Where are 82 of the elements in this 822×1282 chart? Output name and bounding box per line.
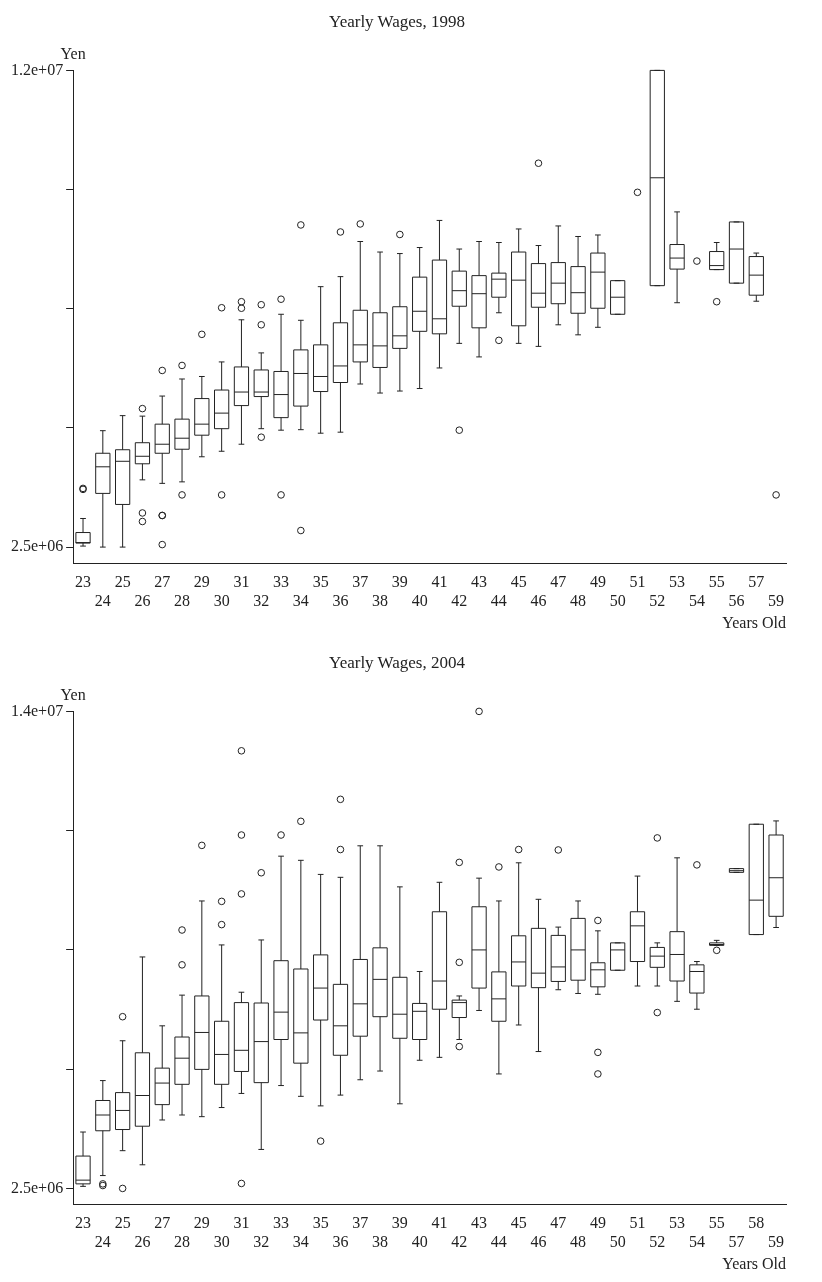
- x-tick-label: 36: [332, 592, 349, 610]
- x-tick-label: 55: [708, 573, 725, 591]
- x-tick-label: 42: [451, 592, 468, 610]
- x-tick-label: 42: [451, 1233, 468, 1251]
- x-tick-label: 49: [589, 573, 606, 591]
- x-tick-label: 54: [688, 1233, 705, 1251]
- x-tick-label: 59: [768, 1233, 785, 1251]
- x-tick-label: 24: [94, 1233, 111, 1251]
- chart-title: Yearly Wages, 2004: [329, 652, 466, 672]
- x-tick-label: 28: [174, 592, 191, 610]
- x-tick-label: 31: [233, 573, 250, 591]
- x-tick-label: 53: [669, 573, 686, 591]
- x-tick-label: 53: [669, 1214, 686, 1232]
- x-tick-label: 30: [213, 592, 230, 610]
- x-tick-label: 33: [273, 1214, 290, 1232]
- x-tick-label: 25: [114, 1214, 131, 1232]
- x-tick-label: 39: [391, 573, 408, 591]
- x-tick-label: 46: [530, 592, 547, 610]
- x-tick-label: 47: [550, 573, 567, 591]
- x-tick-label: 30: [213, 1233, 230, 1251]
- x-tick-label: 29: [193, 1214, 210, 1232]
- x-tick-label: 34: [292, 592, 309, 610]
- y-axis-title: Yen: [60, 685, 86, 703]
- x-tick-label: 24: [94, 592, 111, 610]
- x-tick-label: 59: [768, 592, 785, 610]
- x-tick-label: 48: [570, 592, 587, 610]
- y-tick-label: 1.2e+07: [11, 60, 64, 78]
- x-tick-label: 50: [609, 1233, 626, 1251]
- y-axis-title: Yen: [60, 44, 86, 62]
- x-tick-label: 40: [411, 1233, 428, 1251]
- x-tick-label: 35: [312, 1214, 329, 1232]
- x-tick-label: 47: [550, 1214, 567, 1232]
- x-tick-label: 28: [174, 1233, 191, 1251]
- x-tick-label: 51: [629, 573, 646, 591]
- y-tick-label: 1.4e+07: [11, 701, 64, 719]
- x-tick-label: 23: [75, 573, 92, 591]
- x-tick-label: 25: [114, 573, 131, 591]
- x-tick-label: 26: [134, 592, 151, 610]
- y-tick-label: 2.5e+06: [11, 537, 64, 555]
- x-tick-label: 58: [748, 1214, 765, 1232]
- x-tick-label: 44: [490, 592, 507, 610]
- x-tick-label: 39: [391, 1214, 408, 1232]
- x-tick-label: 40: [411, 592, 428, 610]
- x-tick-label: 26: [134, 1233, 151, 1251]
- x-tick-label: 31: [233, 1214, 250, 1232]
- x-tick-label: 38: [372, 592, 389, 610]
- x-tick-label: 50: [609, 592, 626, 610]
- x-tick-label: 45: [510, 1214, 527, 1232]
- x-tick-label: 36: [332, 1233, 349, 1251]
- x-tick-label: 27: [154, 573, 171, 591]
- x-tick-label: 45: [510, 573, 527, 591]
- x-tick-label: 48: [570, 1233, 587, 1251]
- x-tick-label: 46: [530, 1233, 547, 1251]
- x-tick-label: 44: [490, 1233, 507, 1251]
- x-tick-label: 41: [431, 573, 448, 591]
- x-tick-label: 23: [75, 1214, 92, 1232]
- y-tick-label: 2.5e+06: [11, 1178, 64, 1196]
- x-tick-label: 29: [193, 573, 210, 591]
- x-tick-label: 35: [312, 573, 329, 591]
- x-tick-label: 32: [253, 592, 270, 610]
- x-tick-label: 52: [649, 592, 666, 610]
- chart-title: Yearly Wages, 1998: [329, 11, 465, 31]
- x-tick-label: 27: [154, 1214, 171, 1232]
- x-tick-label: 34: [292, 1233, 309, 1251]
- x-tick-label: 49: [589, 1214, 606, 1232]
- x-axis-title: Years Old: [722, 1254, 786, 1272]
- x-tick-label: 43: [471, 1214, 488, 1232]
- x-tick-label: 33: [273, 573, 290, 591]
- x-tick-label: 38: [372, 1233, 389, 1251]
- x-tick-label: 55: [708, 1214, 725, 1232]
- x-tick-label: 51: [629, 1214, 646, 1232]
- x-tick-label: 41: [431, 1214, 448, 1232]
- x-tick-label: 37: [352, 573, 369, 591]
- x-tick-label: 56: [728, 592, 745, 610]
- x-tick-label: 37: [352, 1214, 369, 1232]
- x-tick-label: 57: [748, 573, 765, 591]
- x-tick-label: 54: [688, 592, 705, 610]
- x-tick-label: 43: [471, 573, 488, 591]
- x-tick-label: 32: [253, 1233, 270, 1251]
- x-tick-label: 52: [649, 1233, 666, 1251]
- x-tick-label: 57: [728, 1233, 745, 1251]
- x-axis-title: Years Old: [722, 613, 786, 631]
